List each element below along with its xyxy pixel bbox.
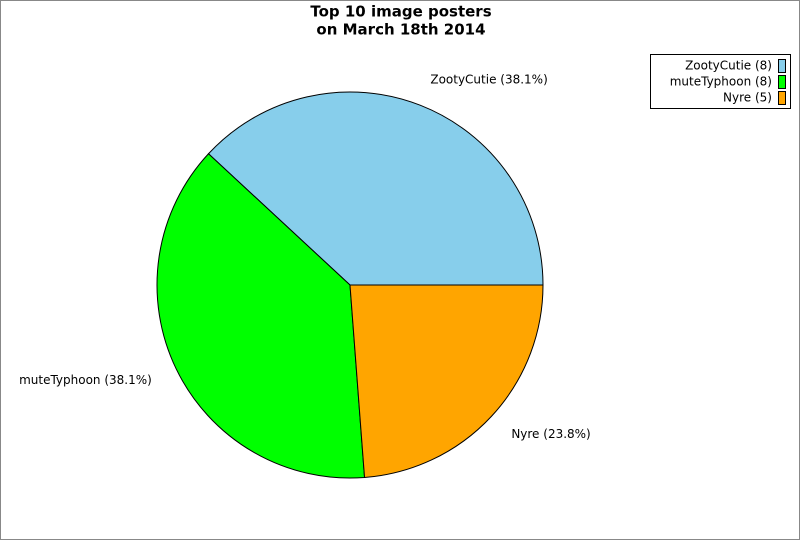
pie-slice xyxy=(207,91,544,286)
slice-label: muteTyphoon (38.1%) xyxy=(19,373,152,387)
legend-swatch xyxy=(778,59,786,73)
legend-label: muteTyphoon (8) xyxy=(670,75,772,89)
slice-label: ZootyCutie (38.1%) xyxy=(430,73,547,87)
pie-slice xyxy=(349,284,544,478)
chart-title: on March 18th 2014 xyxy=(316,21,485,39)
legend-box xyxy=(650,54,791,109)
slice-label: Nyre (23.8%) xyxy=(511,427,590,441)
pie-slice xyxy=(156,153,366,479)
chart-title: Top 10 image posters xyxy=(310,3,491,21)
legend-swatch xyxy=(778,91,786,105)
legend-label: ZootyCutie (8) xyxy=(685,59,772,73)
legend-swatch xyxy=(778,75,786,89)
legend-label: Nyre (5) xyxy=(723,91,772,105)
